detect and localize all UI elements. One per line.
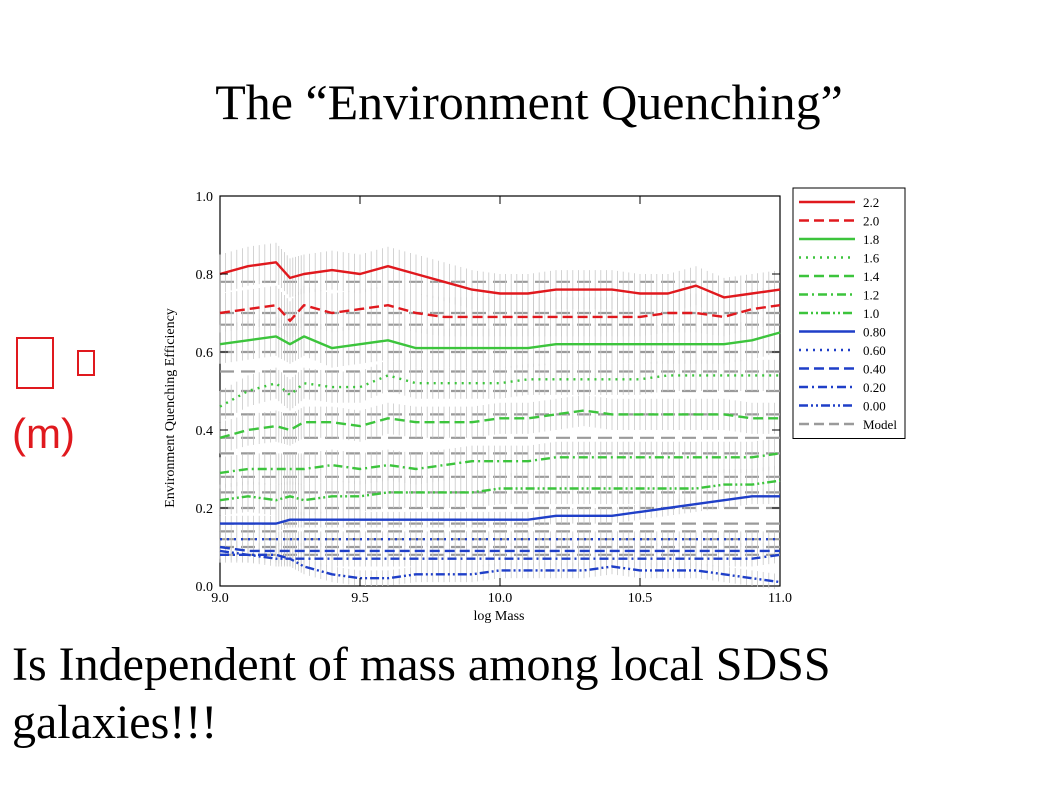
x-tick-label: 9.5 (351, 591, 369, 606)
error-bars (219, 242, 775, 590)
legend-label: 0.20 (863, 380, 886, 395)
legend-label: 1.0 (863, 306, 879, 321)
x-tick-label: 10.5 (628, 591, 653, 606)
legend-label: 1.4 (863, 269, 880, 284)
legend-label: 2.0 (863, 214, 879, 229)
chart-svg: 9.0 9.5 10.0 10.5 11.0 0.0 0.2 0.4 0.6 0.8 1.0 log… (163, 187, 906, 624)
series-lines (219, 261, 781, 584)
missing-glyph-icon (16, 337, 54, 389)
legend-label: 1.2 (863, 288, 879, 303)
series-line (220, 495, 780, 525)
series-line (219, 261, 781, 299)
y-tick-label: 0.4 (196, 424, 214, 439)
legend-label: Model (863, 417, 897, 432)
y-tick-label: 0.2 (196, 502, 214, 517)
quenching-efficiency-chart: 9.0 9.5 10.0 10.5 11.0 0.0 0.2 0.4 0.6 0.8 1.0 log… (157, 168, 929, 630)
conclusion-text: Is Independent of mass among local SDSS … (12, 638, 831, 749)
side-label: (m) (12, 410, 75, 457)
legend: 2.2 2.0 1.8 1.6 1.4 1.2 1.0 0.80 0.60 0.40 0.20 0.0… (792, 187, 906, 439)
side-glyphs (16, 332, 96, 389)
x-tick-label: 9.0 (211, 591, 229, 606)
x-tick-label: 10.0 (488, 591, 513, 606)
series-line (219, 331, 781, 350)
y-tick-label: 0.0 (196, 580, 214, 595)
legend-label: 2.2 (863, 195, 879, 210)
missing-glyph-icon-small (77, 350, 96, 376)
legend-label: 0.40 (863, 362, 886, 377)
y-tick-label: 0.6 (196, 346, 214, 361)
y-tick-label: 0.8 (196, 268, 214, 283)
y-tick-label: 1.0 (196, 190, 214, 205)
series-line (219, 545, 780, 553)
series-line (219, 479, 781, 502)
legend-label: 0.00 (863, 399, 886, 414)
series-line (219, 409, 780, 439)
y-axis-label: Environment Quenching Efficiency (163, 308, 178, 508)
legend-label: 1.6 (863, 251, 880, 266)
x-tick-label: 11.0 (768, 591, 792, 606)
series-line (219, 549, 781, 584)
legend-label: 0.60 (863, 343, 886, 358)
x-axis-label: log Mass (474, 609, 525, 624)
series-line (219, 452, 781, 475)
legend-label: 0.80 (863, 325, 886, 340)
tick-labels: 9.0 9.5 10.0 10.5 11.0 0.0 0.2 0.4 0.6 0.8 1.0 (196, 190, 792, 606)
series-line (220, 553, 781, 560)
slide-title: The “Environment Quenching” (215, 74, 843, 130)
legend-label: 1.8 (863, 232, 879, 247)
